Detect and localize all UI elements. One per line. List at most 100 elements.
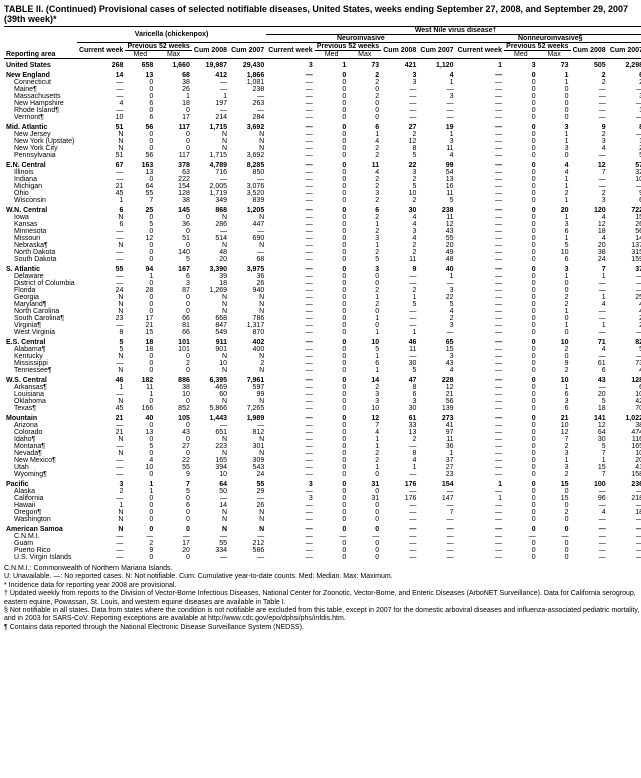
data-cell: 2 xyxy=(538,471,571,478)
table-row: Idaho¶N00NN—01211—0730116 xyxy=(4,436,641,443)
data-cell: 1,715 xyxy=(192,121,229,131)
data-cell: 139 xyxy=(418,405,455,412)
data-cell: 0 xyxy=(125,242,155,249)
table-row: OklahomaN00NN—03356—03542 xyxy=(4,398,641,405)
cum07-3: Cum 2007 xyxy=(608,43,641,59)
data-cell: 2 xyxy=(348,301,381,308)
data-cell: — xyxy=(266,322,315,329)
table-row: W.N. Central6251458681,205—0630238—02012… xyxy=(4,204,641,214)
table-row: New JerseyN00NN—0121—012— xyxy=(4,131,641,138)
data-cell: 0 xyxy=(504,159,538,169)
data-cell: 0 xyxy=(504,398,538,405)
data-cell: 13 xyxy=(418,176,455,183)
data-cell: N xyxy=(77,214,126,221)
area-cell: Delaware xyxy=(4,273,77,280)
data-cell: 4 xyxy=(538,159,571,169)
data-cell: — xyxy=(608,516,641,523)
data-cell: 55 xyxy=(192,540,229,547)
data-cell: — xyxy=(608,280,641,287)
data-cell: 3 xyxy=(538,121,571,131)
data-cell: N xyxy=(77,138,126,145)
data-cell: 6 xyxy=(608,384,641,391)
table-row: District of Columbia—031826—00———00—— xyxy=(4,280,641,287)
area-cell: West Virginia xyxy=(4,329,77,336)
data-cell: 1 xyxy=(538,138,571,145)
data-cell: — xyxy=(381,471,418,478)
data-cell: 9 xyxy=(571,121,608,131)
data-cell: 36 xyxy=(229,273,266,280)
data-cell: — xyxy=(266,204,315,214)
table-row: KentuckyN00NN—01—3—00—— xyxy=(4,353,641,360)
data-cell: — xyxy=(456,457,505,464)
data-cell: 1 xyxy=(77,502,126,509)
data-cell: 66 xyxy=(155,315,192,322)
data-cell: 40 xyxy=(418,263,455,273)
data-cell: 1 xyxy=(418,273,455,280)
data-cell: N xyxy=(192,367,229,374)
data-cell: N xyxy=(229,450,266,457)
data-cell: — xyxy=(77,554,126,561)
data-cell: — xyxy=(229,107,266,114)
data-cell: — xyxy=(381,443,418,450)
data-cell: 0 xyxy=(155,138,192,145)
data-cell: — xyxy=(266,533,315,540)
area-cell: United States xyxy=(4,59,77,70)
data-cell: 3,076 xyxy=(229,183,266,190)
data-cell: N xyxy=(192,398,229,405)
data-cell: 8 xyxy=(381,450,418,457)
data-cell: — xyxy=(266,502,315,509)
data-cell: — xyxy=(266,471,315,478)
area-cell: Connecticut xyxy=(4,79,77,86)
data-cell: 165 xyxy=(608,443,641,450)
data-cell: — xyxy=(608,329,641,336)
data-cell: — xyxy=(266,79,315,86)
data-cell: 26 xyxy=(608,221,641,228)
data-cell: 17 xyxy=(155,540,192,547)
data-cell: 2 xyxy=(125,540,155,547)
data-cell: — xyxy=(381,523,418,533)
data-cell: 2 xyxy=(538,294,571,301)
table-row: Nebraska¶N00NN—01220—0520137 xyxy=(4,242,641,249)
data-cell: 99 xyxy=(418,159,455,169)
data-cell: 197 xyxy=(192,100,229,107)
data-cell: 0 xyxy=(315,121,349,131)
data-cell: 105 xyxy=(155,412,192,422)
data-cell: 1 xyxy=(348,367,381,374)
data-cell: 0 xyxy=(504,554,538,561)
data-cell: — xyxy=(456,235,505,242)
data-cell: 154 xyxy=(155,183,192,190)
data-cell: 0 xyxy=(348,308,381,315)
area-cell: Pacific xyxy=(4,478,77,488)
data-cell: 13 xyxy=(381,429,418,436)
data-cell: 20 xyxy=(418,242,455,249)
data-cell: 140 xyxy=(155,249,192,256)
data-cell: 38 xyxy=(155,384,192,391)
data-cell: 0 xyxy=(315,471,349,478)
area-cell: New Mexico¶ xyxy=(4,457,77,464)
data-cell: 0 xyxy=(315,228,349,235)
data-cell: 0 xyxy=(125,145,155,152)
data-cell: — xyxy=(418,488,455,495)
data-cell: 0 xyxy=(315,214,349,221)
data-cell: 12 xyxy=(571,422,608,429)
data-cell: 3 xyxy=(538,464,571,471)
data-cell: 101 xyxy=(155,336,192,346)
data-cell: 1,081 xyxy=(229,79,266,86)
data-cell: — xyxy=(456,429,505,436)
data-cell: — xyxy=(456,384,505,391)
data-cell: 7 xyxy=(571,450,608,457)
data-cell: 18 xyxy=(571,228,608,235)
data-cell: — xyxy=(266,353,315,360)
area-cell: New Jersey xyxy=(4,131,77,138)
data-cell: 87 xyxy=(155,287,192,294)
data-cell: 0 xyxy=(125,131,155,138)
data-cell: 21 xyxy=(77,183,126,190)
data-cell: 4 xyxy=(608,367,641,374)
data-cell: 40 xyxy=(125,412,155,422)
area-cell: C.N.M.I. xyxy=(4,533,77,540)
data-cell: N xyxy=(229,398,266,405)
data-cell: 0 xyxy=(504,107,538,114)
table-row: Tennessee¶N00NN—0154—0264 xyxy=(4,367,641,374)
data-cell: 7 xyxy=(571,471,608,478)
data-cell: 9 xyxy=(538,360,571,367)
